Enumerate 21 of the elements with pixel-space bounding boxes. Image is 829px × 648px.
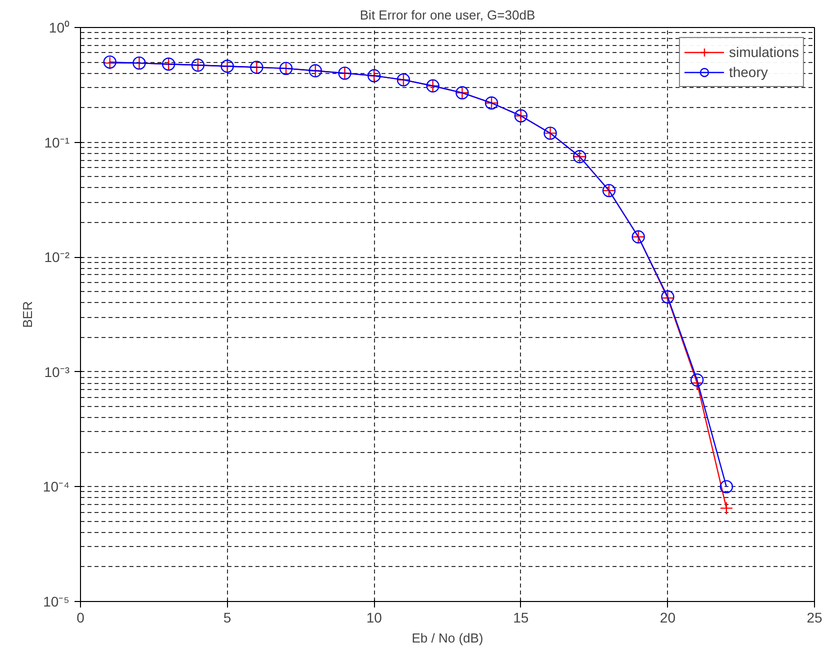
point bbox=[690, 373, 704, 387]
y-tick-label: 10⁻¹ bbox=[44, 134, 70, 150]
x-tick-label: 5 bbox=[223, 610, 232, 626]
x-tick-label: 20 bbox=[660, 610, 676, 626]
y-tick-label: 10⁻² bbox=[44, 249, 70, 266]
y-tick-label: 10⁰ bbox=[48, 20, 70, 36]
chart-title: Bit Error for one user, G=30dB bbox=[360, 8, 536, 22]
legend-label: simulations bbox=[728, 44, 799, 60]
point bbox=[720, 480, 734, 494]
y-axis-title: BER bbox=[20, 301, 35, 328]
y-tick-label: 10⁻⁵ bbox=[43, 594, 70, 610]
x-tick-label: 25 bbox=[806, 610, 822, 626]
point bbox=[720, 502, 734, 515]
y-tick-label: 10⁻³ bbox=[44, 364, 70, 380]
x-tick-label: 10 bbox=[366, 610, 382, 626]
x-tick-label: 15 bbox=[513, 610, 529, 626]
point bbox=[690, 376, 704, 390]
legend-label: theory bbox=[728, 64, 768, 80]
y-tick-label: 10⁻⁴ bbox=[42, 478, 70, 495]
x-tick-label: 0 bbox=[76, 610, 85, 626]
x-axis-title: Eb / No (dB) bbox=[412, 630, 484, 646]
